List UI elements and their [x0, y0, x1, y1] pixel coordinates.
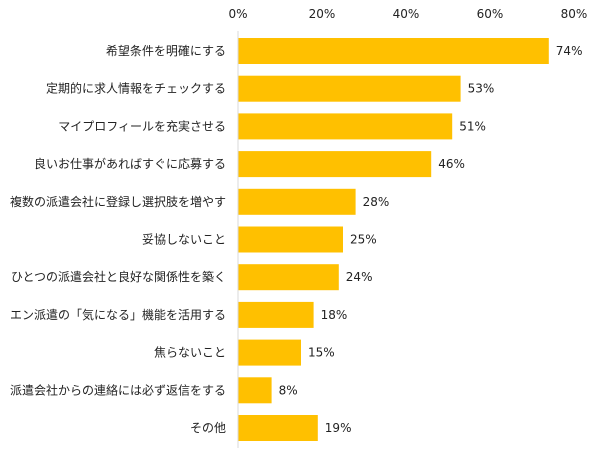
x-tick-label: 60%	[477, 7, 504, 21]
value-label: 19%	[325, 421, 352, 435]
category-label: 希望条件を明確にする	[106, 43, 226, 58]
bar	[238, 339, 301, 366]
bar	[238, 113, 453, 140]
bar	[238, 226, 343, 253]
value-label: 8%	[279, 383, 298, 397]
category-label: 複数の派遣会社に登録し選択肢を増やす	[10, 194, 226, 209]
bar	[238, 151, 432, 178]
category-label: 良いお仕事があればすぐに応募する	[34, 156, 226, 171]
bar	[238, 415, 318, 441]
value-label: 25%	[350, 233, 377, 247]
value-label: 24%	[346, 270, 373, 284]
value-label: 74%	[556, 44, 583, 58]
bar	[238, 38, 549, 64]
x-tick-label: 20%	[309, 7, 336, 21]
x-tick-label: 0%	[228, 7, 247, 21]
value-label: 46%	[438, 157, 465, 171]
value-label: 51%	[459, 119, 486, 133]
bar	[238, 188, 356, 215]
bar	[238, 75, 461, 102]
bar	[238, 377, 272, 404]
value-labels: 74% 53% 51% 46% 28% 25% 24% 18% 15% 8% 19%	[279, 44, 583, 435]
x-axis-ticks: 0% 20% 40% 60% 80%	[228, 7, 587, 21]
category-label: ひとつの派遣会社と良好な関係性を築く	[11, 269, 226, 284]
bar	[238, 301, 314, 328]
x-tick-label: 80%	[561, 7, 588, 21]
category-label: 焦らないこと	[154, 346, 226, 360]
bar	[238, 264, 339, 291]
category-label: 派遣会社からの連絡には必ず返信をする	[10, 382, 226, 397]
bars	[238, 38, 549, 441]
category-label: 定期的に求人情報をチェックする	[46, 81, 226, 96]
value-label: 53%	[468, 82, 495, 96]
category-label: 妥協しないこと	[142, 232, 226, 247]
value-label: 15%	[308, 346, 335, 360]
category-label: マイプロフィールを充実させる	[58, 118, 226, 133]
category-labels: 希望条件を明確にする定期的に求人情報をチェックするマイプロフィールを充実させる良…	[10, 43, 226, 435]
category-label: その他	[190, 421, 226, 435]
value-label: 28%	[363, 195, 390, 209]
category-label: エン派遣の「気になる」機能を活用する	[10, 307, 226, 322]
value-label: 18%	[321, 308, 348, 322]
x-tick-label: 40%	[393, 7, 420, 21]
